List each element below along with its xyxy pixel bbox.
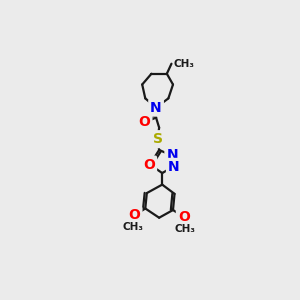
Text: O: O <box>129 208 140 222</box>
Text: O: O <box>143 158 155 172</box>
Text: N: N <box>150 100 162 115</box>
Text: O: O <box>139 115 150 129</box>
Text: O: O <box>178 210 190 224</box>
Text: N: N <box>168 160 180 174</box>
Text: S: S <box>153 132 164 146</box>
Text: CH₃: CH₃ <box>175 224 196 233</box>
Text: CH₃: CH₃ <box>174 59 195 69</box>
Text: CH₃: CH₃ <box>122 222 143 232</box>
Text: N: N <box>167 148 178 162</box>
